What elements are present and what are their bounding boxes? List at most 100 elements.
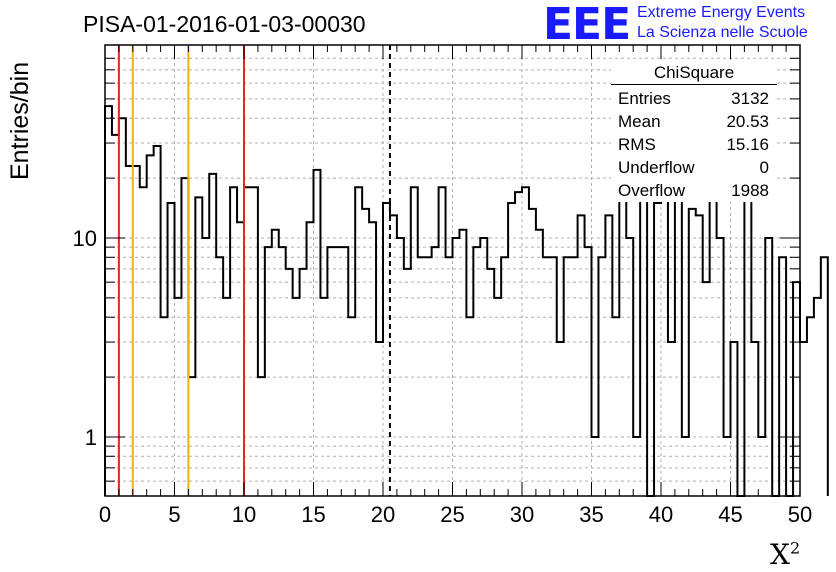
histogram-bin — [223, 298, 230, 496]
histogram-bin — [585, 247, 592, 496]
x-axis-label: X2 — [770, 538, 800, 571]
stats-value: 20.53 — [726, 112, 769, 131]
histogram-bin — [279, 247, 286, 496]
stats-value: 1988 — [731, 181, 769, 200]
histogram-bin — [397, 238, 404, 496]
logo-line-2: La Scienza nelle Scuole — [637, 24, 808, 41]
stats-value: 3132 — [731, 89, 769, 108]
histogram-bin — [195, 197, 202, 496]
x-tick-label: 5 — [168, 502, 180, 527]
stats-title: ChiSquare — [611, 63, 777, 85]
histogram-bin — [293, 298, 300, 496]
stats-label: Entries — [618, 89, 671, 108]
histogram-bin — [626, 238, 633, 496]
x-tick-label: 35 — [579, 502, 603, 527]
histogram-bin — [348, 317, 355, 496]
histogram-bin — [765, 238, 772, 496]
histogram-bin — [320, 298, 327, 496]
histogram-bin — [640, 197, 647, 496]
histogram-bin — [341, 247, 348, 496]
histogram-bin — [334, 247, 341, 496]
x-tick-label: 40 — [649, 502, 673, 527]
histogram-bin — [314, 170, 321, 496]
histogram-bin — [432, 247, 439, 496]
stats-row-entries: Entries 3132 — [611, 87, 777, 110]
histogram-bin — [612, 317, 619, 496]
x-tick-label: 45 — [718, 502, 742, 527]
histogram-bin — [147, 155, 154, 496]
histogram-bin — [181, 178, 188, 496]
histogram-bin — [661, 197, 668, 496]
stats-row-mean: Mean 20.53 — [611, 110, 777, 133]
stats-value: 15.16 — [726, 135, 769, 154]
reference-lines — [117, 45, 391, 496]
stats-label: RMS — [618, 135, 656, 154]
histogram-bin — [480, 238, 487, 496]
eee-logo: EEE — [543, 0, 631, 50]
x-axis-label-superscript: 2 — [789, 538, 801, 558]
x-tick-label: 0 — [99, 502, 111, 527]
histogram-bin — [369, 222, 376, 496]
stats-label: Overflow — [618, 181, 686, 200]
plot-title: PISA-01-2016-01-03-00030 — [83, 11, 366, 37]
stats-label: Underflow — [618, 158, 695, 177]
histogram-bin — [703, 282, 710, 496]
histogram-bin — [821, 257, 828, 496]
y-tick-label: 10 — [73, 226, 97, 251]
histogram-bin — [404, 269, 411, 496]
y-axis-label: Entries/bin — [6, 61, 34, 180]
stats-value: 0 — [759, 158, 769, 177]
histogram-bin — [237, 222, 244, 496]
histogram-bin — [161, 317, 168, 496]
histogram-bin — [675, 183, 682, 496]
x-tick-label: 30 — [510, 502, 534, 527]
histogram-bin — [286, 269, 293, 496]
stats-row-underflow: Underflow 0 — [611, 156, 777, 179]
histogram-bin — [154, 146, 161, 496]
x-tick-label: 50 — [788, 502, 812, 527]
histogram-bin — [793, 282, 800, 496]
histogram-bin — [473, 247, 480, 496]
stats-row-rms: RMS 15.16 — [611, 133, 777, 156]
histogram-bin — [529, 209, 536, 496]
histogram-bin — [557, 342, 564, 496]
stats-box: ChiSquare Entries 3132 Mean 20.53 RMS 15… — [611, 63, 777, 202]
histogram-bin — [175, 298, 182, 496]
histogram-bin — [300, 269, 307, 496]
histogram-bin — [751, 342, 758, 496]
histogram-bin — [265, 247, 272, 496]
x-tick-label: 10 — [232, 502, 256, 527]
histogram-bin — [112, 135, 119, 496]
histogram-bin — [710, 197, 717, 496]
histogram-bin — [668, 342, 675, 496]
histogram-bin — [307, 222, 314, 496]
histogram-bin — [202, 238, 209, 496]
histogram-bin — [494, 298, 501, 496]
histogram-bin — [814, 298, 821, 496]
histogram-bin — [487, 269, 494, 496]
grid-lines — [105, 45, 800, 496]
stats-row-overflow: Overflow 1988 — [611, 179, 777, 202]
x-tick-label: 20 — [371, 502, 395, 527]
y-tick-label: 1 — [85, 425, 97, 450]
histogram-bin — [376, 342, 383, 496]
histogram-bin — [731, 342, 738, 496]
histogram-bin — [800, 342, 807, 496]
histogram-bin — [362, 209, 369, 496]
histogram-bin — [105, 106, 112, 496]
histogram-bin — [453, 238, 460, 496]
histogram-bin — [466, 317, 473, 496]
histogram-bin — [717, 238, 724, 496]
logo-line-1: Extreme Energy Events — [637, 4, 806, 21]
stats-label: Mean — [618, 112, 661, 131]
histogram-bin — [327, 247, 334, 496]
x-axis-label-base: X — [770, 538, 790, 571]
axes: 0 5 10 15 20 25 30 35 40 45 50 1 10 — [73, 44, 812, 527]
histogram-bin — [689, 209, 696, 496]
histogram-bin — [119, 118, 126, 496]
logo-mark: EEE — [543, 0, 631, 50]
histogram-bin — [209, 174, 216, 496]
histogram-bin — [807, 317, 814, 496]
x-tick-label: 15 — [301, 502, 325, 527]
